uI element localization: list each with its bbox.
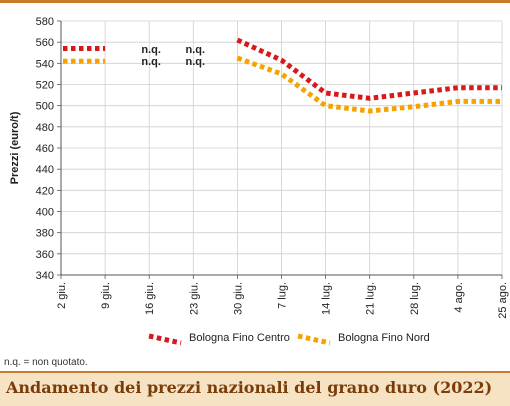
y-tick-label-500: 500 [36, 101, 54, 113]
y-tick-label-400: 400 [36, 207, 54, 219]
y-tick-label-340: 340 [36, 270, 54, 282]
label-layer: 340 360 380 400 420 440 460 480 500 520 540 560 580 2… [9, 16, 509, 319]
y-tick-label-440: 440 [36, 164, 54, 176]
legend-swatch-nord [297, 333, 331, 346]
axis-layer [57, 20, 503, 279]
annotation-nq-0-0: n.q. [141, 44, 161, 56]
series-line-1-segment-1 [236, 55, 502, 114]
legend-label-nord: Bologna Fino Nord [338, 332, 430, 344]
annotation-nq-0-1: n.q. [141, 56, 161, 68]
y-tick-label-460: 460 [36, 143, 54, 155]
x-tick-label-6: 14 lug. [321, 282, 333, 315]
x-tick-label-5: 7 lug. [277, 282, 289, 309]
x-tick-label-1: 9 giu. [100, 282, 112, 309]
annotation-nq-1-1: n.q. [186, 56, 206, 68]
y-tick-label-420: 420 [36, 185, 54, 197]
x-tick-label-2: 16 giu. [144, 282, 156, 315]
legend: Bologna Fino Centro Bologna Fino Nord [0, 330, 510, 350]
legend-swatch-centro [148, 333, 182, 346]
y-tick-label-520: 520 [36, 80, 54, 92]
legend-label-centro: Bologna Fino Centro [189, 332, 290, 344]
x-tick-label-9: 4 ago. [453, 282, 465, 313]
annotation-nq-1-0: n.q. [186, 44, 206, 56]
x-tick-label-0: 2 giu. [56, 282, 68, 309]
y-tick-label-580: 580 [36, 16, 54, 28]
y-tick-label-360: 360 [36, 249, 54, 261]
x-tick-label-8: 28 lug. [409, 282, 421, 315]
y-tick-label-480: 480 [36, 122, 54, 134]
series-line-0-segment-1 [236, 37, 502, 101]
y-tick-label-560: 560 [36, 37, 54, 49]
x-tick-label-4: 30 giu. [232, 282, 244, 315]
top-rule [0, 0, 510, 3]
price-chart: 340 360 380 400 420 440 460 480 500 520 540 560 580 2… [9, 16, 509, 319]
y-tick-label-380: 380 [36, 228, 54, 240]
footnote: n.q. = non quotato. [4, 357, 88, 368]
x-tick-label-7: 21 lug. [365, 282, 377, 315]
x-tick-label-3: 23 giu. [188, 282, 200, 315]
y-tick-label-540: 540 [36, 58, 54, 70]
caption-bar: Andamento dei prezzi nazionali del grano… [0, 371, 510, 406]
y-axis-label: Prezzi (euro/t) [9, 111, 21, 184]
chart-title: Andamento dei prezzi nazionali del grano… [6, 378, 493, 397]
series-layer [63, 37, 502, 114]
x-tick-label-10: 25 ago. [497, 282, 509, 319]
